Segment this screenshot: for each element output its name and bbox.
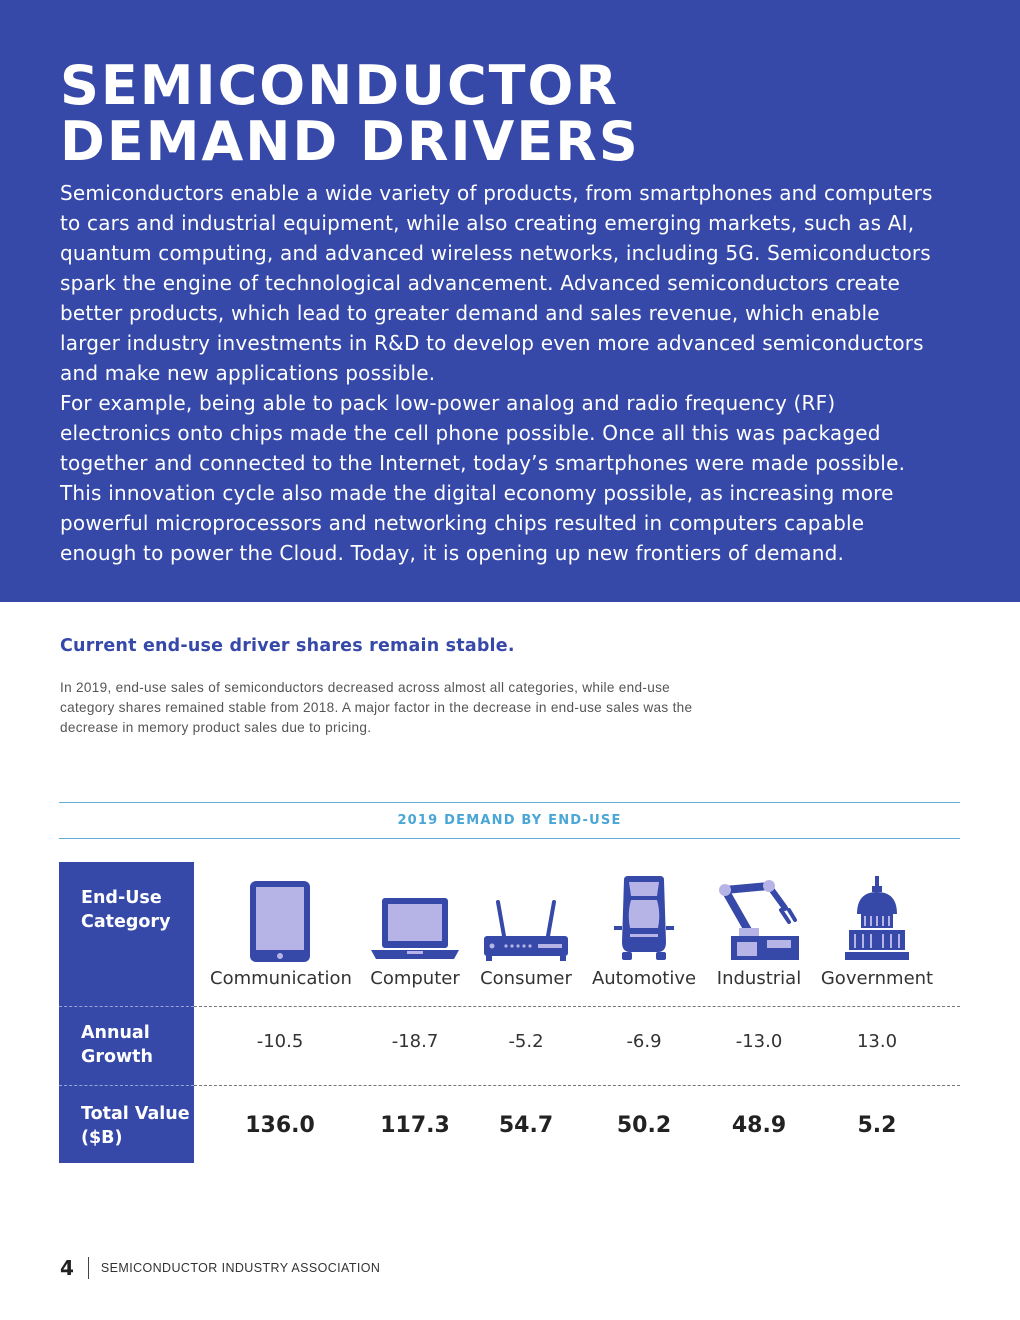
total-value-computer: 117.3: [380, 1113, 450, 1138]
table-title: 2019 DEMAND BY END-USE: [397, 813, 622, 828]
section-body: In 2019, end-use sales of semiconductors…: [60, 680, 693, 735]
tablet-icon: [250, 881, 310, 962]
total-value-industrial: 48.9: [731, 1113, 787, 1138]
growth-value-computer: -18.7: [391, 1031, 439, 1052]
router-icon: [484, 900, 568, 961]
hero-paragraph-1: Semiconductors enable a wide variety of …: [60, 181, 933, 385]
row-label-growth: Annual Growth: [81, 1023, 154, 1067]
category-name: Government: [820, 968, 934, 989]
page-title: SEMICONDUCTOR DEMAND DRIVERS: [60, 58, 640, 170]
category-name: Consumer: [480, 968, 572, 989]
growth-value-industrial: -13.0: [735, 1031, 783, 1052]
hero-body: Semiconductors enable a wide variety of …: [60, 178, 940, 568]
category-name: Communication: [210, 968, 352, 989]
total-value-government: 5.2: [857, 1113, 897, 1138]
total-value-communication: 136.0: [245, 1113, 315, 1138]
table-title-bar: 2019 DEMAND BY END-USE: [59, 802, 960, 839]
section-heading: Current end-use driver shares remain sta…: [60, 636, 515, 656]
category-cell-automotive: Automotive: [574, 870, 714, 989]
total-value-automotive: 50.2: [616, 1113, 672, 1138]
page-title-line-2: DEMAND DRIVERS: [60, 110, 640, 173]
row-divider: [194, 1006, 960, 1007]
footer-separator: [87, 1257, 89, 1279]
row-label-total: Total Value ($B): [81, 1104, 190, 1148]
hero-banner: SEMICONDUCTOR DEMAND DRIVERS Semiconduct…: [0, 0, 1020, 602]
laptop-icon: [371, 898, 459, 959]
category-name: Automotive: [591, 968, 697, 989]
category-cell-communication: Communication: [210, 870, 352, 989]
footer-organization: SEMICONDUCTOR INDUSTRY ASSOCIATION: [100, 1261, 381, 1275]
row-divider: [194, 1085, 960, 1086]
growth-value-communication: -10.5: [256, 1031, 304, 1052]
category-cell-industrial: Industrial: [689, 870, 829, 989]
growth-value-consumer: -5.2: [508, 1031, 544, 1052]
growth-value-automotive: -6.9: [626, 1031, 662, 1052]
row-label-category: End-Use Category: [81, 888, 171, 932]
page-footer: 4 SEMICONDUCTOR INDUSTRY ASSOCIATION: [60, 1256, 380, 1280]
growth-value-government: 13.0: [856, 1031, 898, 1052]
total-value-consumer: 54.7: [498, 1113, 554, 1138]
category-cell-government: Government: [807, 870, 947, 989]
label-divider: [59, 1006, 194, 1007]
category-cell-computer: Computer: [345, 870, 485, 989]
capitol-icon: [845, 876, 909, 960]
category-name: Industrial: [716, 968, 802, 989]
row-label-column: End-Use Category Annual Growth Total Val…: [59, 862, 194, 1163]
robot-arm-icon: [719, 880, 799, 960]
page-number: 4: [60, 1256, 74, 1280]
category-name: Computer: [370, 968, 460, 989]
page-title-line-1: SEMICONDUCTOR: [60, 54, 619, 117]
label-divider: [59, 1085, 194, 1086]
car-icon: [614, 876, 674, 960]
category-cell-consumer: Consumer: [456, 870, 596, 989]
hero-paragraph-2: For example, being able to pack low-powe…: [60, 391, 906, 565]
